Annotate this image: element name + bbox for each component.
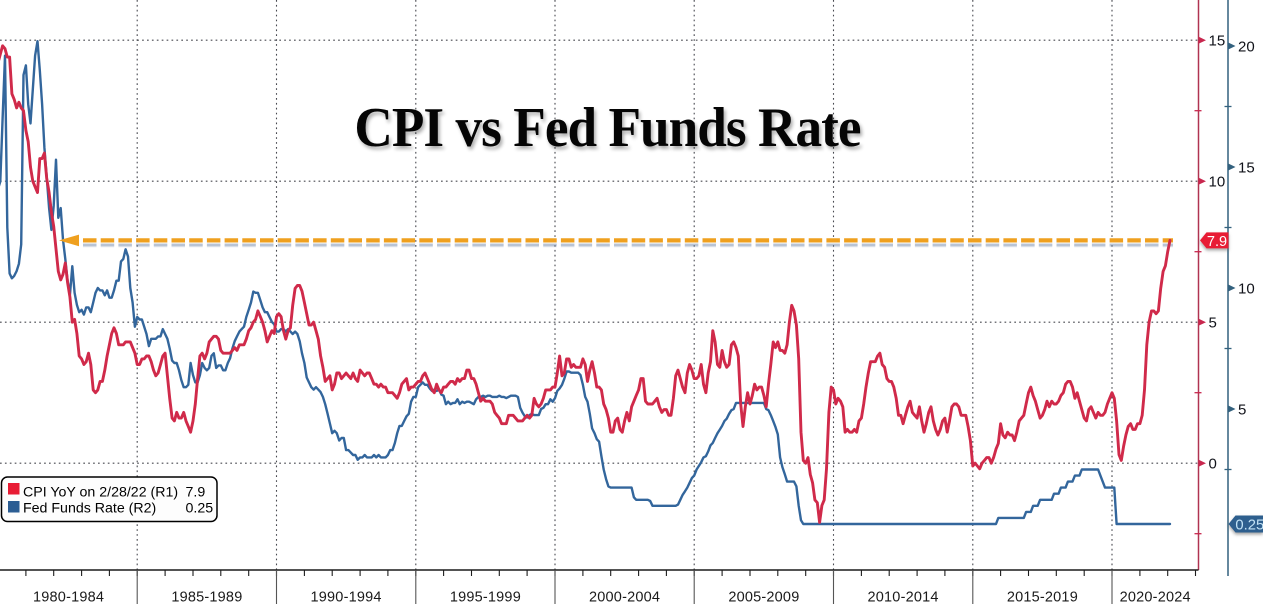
svg-text:2000-2004: 2000-2004 xyxy=(589,590,660,604)
svg-text:1995-1999: 1995-1999 xyxy=(450,590,521,604)
svg-text:0.25: 0.25 xyxy=(1235,518,1263,534)
svg-text:1990-1994: 1990-1994 xyxy=(311,590,382,604)
svg-text:10: 10 xyxy=(1238,281,1255,298)
svg-text:5: 5 xyxy=(1209,315,1217,332)
svg-text:Fed Funds Rate (R2): Fed Funds Rate (R2) xyxy=(23,501,156,517)
svg-text:7.9: 7.9 xyxy=(1207,234,1227,250)
svg-text:0: 0 xyxy=(1209,456,1217,473)
svg-text:0.25: 0.25 xyxy=(186,501,214,517)
svg-text:5: 5 xyxy=(1238,402,1246,419)
svg-text:10: 10 xyxy=(1209,174,1226,191)
svg-text:2020-2024: 2020-2024 xyxy=(1120,590,1191,604)
svg-text:1980-1984: 1980-1984 xyxy=(33,590,104,604)
svg-text:7.9: 7.9 xyxy=(186,485,206,501)
svg-text:1985-1989: 1985-1989 xyxy=(171,590,242,604)
svg-text:2015-2019: 2015-2019 xyxy=(1007,590,1078,604)
svg-text:20: 20 xyxy=(1238,39,1255,56)
svg-text:CPI YoY on 2/28/22 (R1): CPI YoY on 2/28/22 (R1) xyxy=(23,485,178,501)
svg-text:15: 15 xyxy=(1238,160,1255,177)
svg-text:2010-2014: 2010-2014 xyxy=(868,590,939,604)
svg-text:2005-2009: 2005-2009 xyxy=(728,590,799,604)
svg-text:15: 15 xyxy=(1209,33,1226,50)
